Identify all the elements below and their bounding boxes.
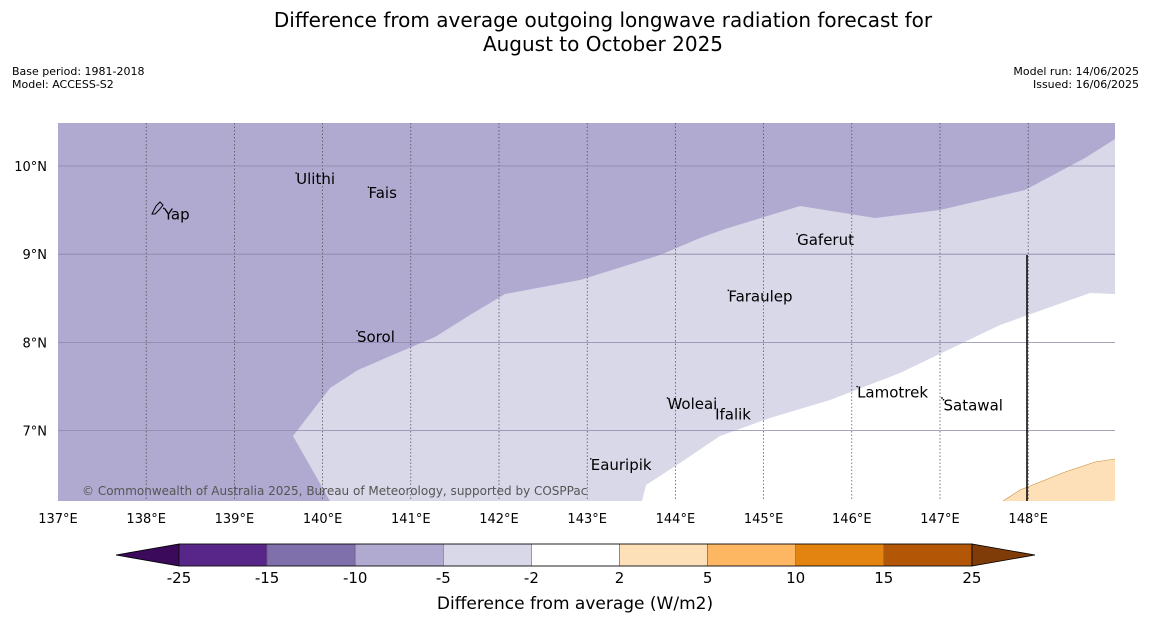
band-2-to-5 (1003, 459, 1115, 501)
colorbar-tick-label: -10 (343, 569, 368, 587)
colorbar-extend-low (115, 543, 180, 567)
model-run: Model run: 14/06/2025 (1013, 65, 1139, 78)
colorbar-segment (178, 543, 268, 567)
model-name: Model: ACCESS-S2 (12, 78, 114, 91)
copyright-text: © Commonwealth of Australia 2025, Bureau… (82, 484, 587, 498)
place-marker (356, 330, 358, 332)
lat-label: 7°N (23, 425, 48, 440)
place-label: Yap (163, 205, 190, 223)
lon-label: 148°E (1008, 512, 1048, 527)
colorbar-tick-label: -25 (167, 569, 192, 587)
place-label: Faraulep (728, 287, 792, 305)
colorbar-segment (442, 543, 532, 567)
place-label: Ulithi (296, 170, 335, 188)
lon-label: 137°E (38, 512, 78, 527)
place-label: Gaferut (797, 231, 854, 249)
place-marker (589, 458, 592, 460)
lon-label: 144°E (656, 512, 696, 527)
colorbar-tick-label: -15 (255, 569, 280, 587)
colorbar-tick-label: 2 (615, 569, 625, 587)
issued-date: Issued: 16/06/2025 (1032, 78, 1139, 91)
lon-label: 139°E (215, 512, 255, 527)
map-title: Difference from average outgoing longwav… (0, 8, 1150, 56)
map-title-line1: Difference from average outgoing longwav… (273, 8, 933, 32)
place-marker (942, 398, 945, 401)
colorbar-outline (178, 543, 973, 567)
colorbar-segment (531, 543, 620, 567)
lat-label: 9°N (23, 248, 48, 263)
lon-label: 142°E (479, 512, 519, 527)
place-marker (714, 407, 716, 410)
map-title-line2: August to October 2025 (482, 32, 724, 56)
colorbar-tick-label: 5 (703, 569, 713, 587)
islet-dot (941, 397, 943, 399)
place-label: Satawal (944, 397, 1003, 415)
place-marker (796, 233, 798, 235)
lon-label: 145°E (744, 512, 784, 527)
colorbar-segment (354, 543, 444, 567)
lat-label: 8°N (23, 336, 48, 351)
axis-labels: 137°E 138°E 139°E 140°E 141°E 142°E 143°E 144°E… (14, 160, 1048, 527)
place-label: Ifalik (715, 406, 751, 424)
colorbar-segment (883, 543, 973, 567)
place-label: Fais (368, 184, 397, 202)
base-period: Base period: 1981-2018 (12, 65, 145, 78)
colorbar-segment (266, 543, 356, 567)
colorbar-tick-label: 25 (962, 569, 981, 587)
place-marker (666, 397, 669, 399)
place-marker (367, 186, 370, 188)
colorbar-tick-label: -2 (524, 569, 539, 587)
colorbar-tick-label: -5 (436, 569, 451, 587)
place-marker (295, 172, 297, 174)
lon-label: 141°E (391, 512, 431, 527)
meta-left: Base period: 1981-2018 Model: ACCESS-S2 (12, 65, 144, 91)
colorbar-extend-high (971, 543, 1036, 567)
colorbar-title: Difference from average (W/m2) (436, 594, 714, 614)
gridlines (58, 123, 1115, 501)
meta-right: Model run: 14/06/2025 Issued: 16/06/2025 (1013, 65, 1139, 91)
lon-label: 138°E (126, 512, 166, 527)
place-label: Lamotrek (857, 384, 928, 402)
place-label: Sorol (357, 328, 395, 346)
lat-label: 10°N (14, 160, 47, 175)
colorbar-segment (795, 543, 885, 567)
place-label: Woleai (667, 395, 717, 413)
colorbar: -25 -15 -10 -5 -2 2 5 10 15 25 (115, 543, 1036, 587)
place-marker (163, 207, 165, 210)
contour-2 (1002, 458, 1115, 501)
place-label: Eauripik (591, 456, 652, 474)
colorbar-segment (707, 543, 796, 567)
lon-label: 147°E (920, 512, 960, 527)
map-area: Yap Ulithi Fais Gaferut Faraulep Sorol Lamotre… (58, 123, 1115, 501)
lon-label: 146°E (832, 512, 872, 527)
place-marker (856, 385, 858, 388)
lon-label: 143°E (567, 512, 607, 527)
yap-island-shape (151, 201, 164, 215)
colorbar-tick-label: 10 (786, 569, 805, 587)
place-labels: Yap Ulithi Fais Gaferut Faraulep Sorol Lamotre… (163, 170, 1003, 474)
place-marker (727, 289, 730, 292)
lon-label: 140°E (303, 512, 343, 527)
colorbar-tick-label: 15 (874, 569, 893, 587)
colorbar-segment (619, 543, 708, 567)
